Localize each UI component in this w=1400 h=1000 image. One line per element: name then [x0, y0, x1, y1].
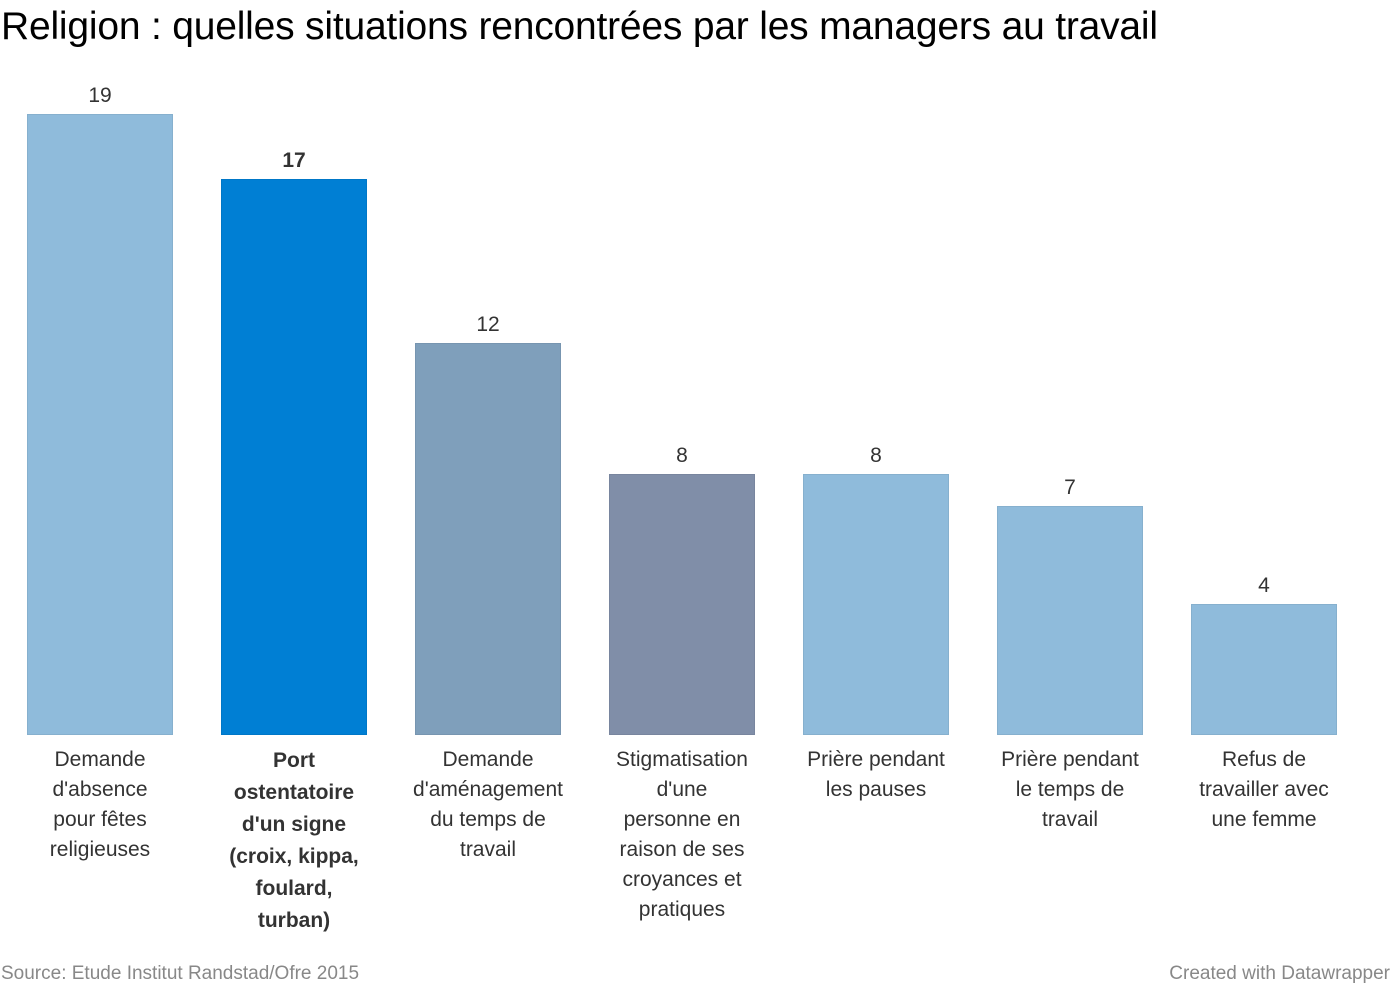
- bar: [415, 342, 561, 735]
- bar: [221, 179, 367, 735]
- value-label: 7: [1064, 476, 1076, 500]
- category-label: Prière pendant les pauses: [807, 748, 945, 801]
- category-label: Demande d'aménagement du temps de travail: [413, 748, 563, 861]
- datawrapper-credit[interactable]: Created with Datawrapper: [1169, 963, 1390, 984]
- category-label: Stigmatisation d'une personne en raison de …: [616, 748, 748, 921]
- bar: [997, 506, 1143, 735]
- source-note: Source: Etude Institut Randstad/Ofre 201…: [1, 963, 360, 984]
- bar: [803, 473, 949, 735]
- value-label: 4: [1258, 574, 1270, 598]
- category-label: Refus de travailler avec une femme: [1199, 748, 1329, 831]
- bar: [1191, 604, 1337, 735]
- value-label: 17: [282, 149, 306, 173]
- bar: [27, 114, 173, 735]
- bar: [609, 473, 755, 735]
- value-label: 19: [88, 84, 112, 107]
- category-label: Demande d'absence pour fêtes religieuses: [49, 748, 151, 861]
- category-label: Port ostentatoire d'un signe (croix, kippa,…: [229, 749, 359, 932]
- chart-title: Religion : quelles situations rencontrée…: [1, 5, 1158, 48]
- value-label: 12: [476, 312, 500, 336]
- category-label: Prière pendant le temps de travail: [1001, 748, 1139, 831]
- value-label: 8: [676, 443, 688, 467]
- value-label: 8: [870, 443, 882, 467]
